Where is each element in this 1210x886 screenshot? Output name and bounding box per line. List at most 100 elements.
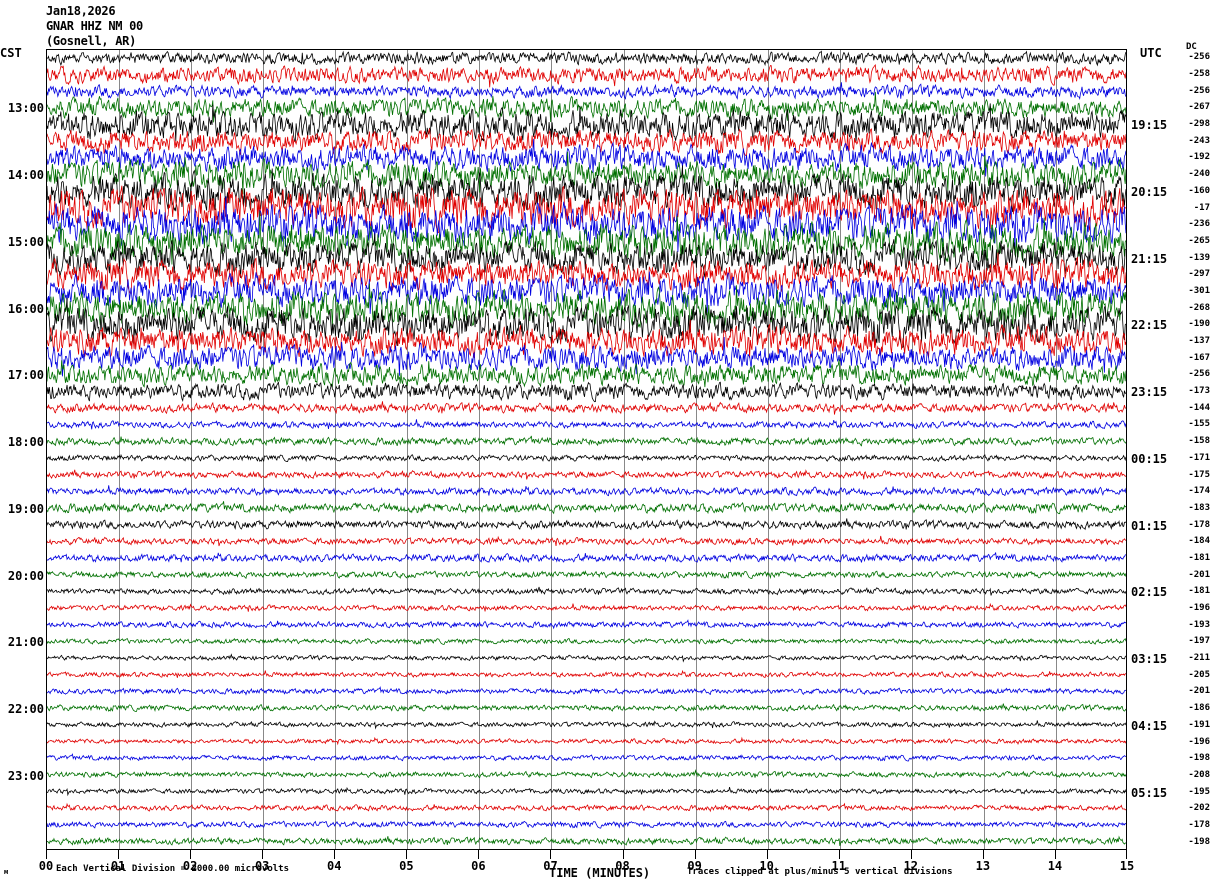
dc-value-43: -208 [1188, 769, 1210, 780]
trace-27 [47, 501, 1126, 515]
trace-39 [47, 703, 1126, 713]
cst-label-1300: 13:00 [7, 101, 44, 116]
dc-value-33: -196 [1188, 603, 1210, 614]
utc-label-0215: 02:15 [1131, 585, 1168, 600]
trace-42 [47, 753, 1126, 762]
gridline-minute-1 [119, 50, 121, 849]
trace-36 [47, 653, 1126, 663]
axis-label-utc: UTC [1140, 46, 1162, 60]
dc-value-3: -267 [1188, 102, 1210, 113]
dc-value-32: -181 [1188, 586, 1210, 597]
trace-35 [47, 637, 1126, 645]
xtick-major-0 [46, 850, 47, 859]
xtick-label-10: 10 [759, 859, 774, 873]
dc-value-4: -298 [1188, 119, 1210, 130]
dc-value-13: -297 [1188, 269, 1210, 280]
scale-note: Each Vertical Division = 2000.00 microvo… [56, 864, 289, 874]
utc-label-2015: 20:15 [1131, 184, 1168, 199]
xtick-label-05: 05 [399, 859, 414, 873]
gridline-minute-2 [191, 50, 193, 849]
xtick-label-03: 03 [254, 859, 270, 873]
trace-33 [47, 602, 1126, 612]
dc-value-25: -175 [1188, 469, 1210, 480]
seismogram-plot [46, 49, 1127, 850]
cst-label-1500: 15:00 [7, 234, 44, 249]
xtick-major-3 [262, 850, 264, 859]
trace-37 [47, 669, 1126, 678]
trace-46 [47, 820, 1126, 829]
dc-value-27: -183 [1188, 502, 1210, 513]
gridline-minute-5 [407, 50, 409, 849]
dc-value-17: -137 [1188, 336, 1210, 347]
trace-30 [47, 552, 1126, 563]
dc-value-35: -197 [1188, 636, 1210, 647]
xtick-major-15 [1126, 850, 1127, 859]
gridline-minute-7 [551, 50, 553, 849]
trace-23 [47, 435, 1126, 447]
gridline-minute-12 [911, 50, 913, 849]
trace-47 [47, 835, 1126, 846]
xtick-label-11: 11 [831, 859, 846, 873]
utc-label-0415: 04:15 [1131, 718, 1168, 733]
trace-7 [47, 151, 1126, 195]
trace-10 [47, 196, 1126, 252]
trace-6 [47, 138, 1126, 177]
xtick-major-12 [910, 850, 912, 859]
xtick-label-02: 02 [182, 859, 198, 873]
dc-value-46: -178 [1188, 819, 1210, 830]
header-station: GNAR HHZ NM 00 [46, 19, 143, 33]
xtick-label-07: 07 [543, 859, 558, 873]
trace-9 [47, 185, 1126, 233]
dc-value-8: -160 [1188, 185, 1210, 196]
xtick-label-09: 09 [687, 859, 702, 873]
cst-label-1600: 16:00 [7, 301, 44, 316]
xtick-major-4 [334, 850, 336, 859]
xtick-major-5 [406, 850, 408, 859]
gridline-minute-3 [263, 50, 265, 849]
xtick-label-08: 08 [615, 859, 630, 873]
trace-layer [47, 50, 1126, 846]
cst-label-2100: 21:00 [7, 635, 44, 650]
header-date: Jan18,2026 [46, 4, 116, 18]
dc-value-10: -236 [1188, 219, 1210, 230]
cst-label-1900: 19:00 [7, 501, 44, 516]
trace-31 [47, 570, 1126, 580]
dc-value-37: -205 [1188, 669, 1210, 680]
dc-value-26: -174 [1188, 486, 1210, 497]
trace-40 [47, 720, 1126, 730]
cst-label-2200: 22:00 [7, 702, 44, 717]
trace-3 [47, 91, 1126, 123]
dc-value-6: -192 [1188, 152, 1210, 163]
xtick-label-01: 01 [110, 859, 126, 873]
gridline-minute-11 [839, 50, 841, 849]
dc-value-38: -201 [1188, 686, 1210, 697]
dc-value-47: -198 [1188, 836, 1210, 847]
trace-28 [47, 518, 1126, 531]
trace-2 [47, 82, 1126, 100]
utc-label-0515: 05:15 [1131, 785, 1168, 800]
dc-value-20: -173 [1188, 386, 1210, 397]
x-axis: 00 01 02 03 04 05 06 07 08 09 10 11 12 13 14 15 [39, 850, 1134, 880]
trace-0 [47, 50, 1126, 67]
axis-label-dc: DC [1186, 42, 1197, 52]
gridline-minute-10 [767, 50, 769, 849]
cst-label-2000: 20:00 [7, 568, 44, 583]
dc-value-11: -265 [1188, 235, 1210, 246]
trace-41 [47, 736, 1126, 746]
dc-value-36: -211 [1188, 653, 1210, 664]
x-axis-title: TIME (MINUTES) [549, 866, 651, 880]
dc-value-34: -193 [1188, 619, 1210, 630]
dc-value-23: -158 [1188, 436, 1210, 447]
dc-value-22: -155 [1188, 419, 1210, 430]
xtick-label-12: 12 [903, 859, 919, 873]
dc-value-41: -196 [1188, 736, 1210, 747]
trace-5 [47, 127, 1126, 157]
dc-value-40: -191 [1188, 719, 1210, 730]
clip-note: Traces clipped at plus/minus 5 vertical … [687, 867, 953, 877]
dc-value-44: -195 [1188, 786, 1210, 797]
xtick-major-10 [766, 850, 768, 859]
xtick-major-9 [694, 850, 696, 859]
gridline-minute-4 [335, 50, 337, 849]
cst-label-2300: 23:00 [7, 768, 44, 783]
dc-value-9: -17 [1193, 202, 1210, 213]
